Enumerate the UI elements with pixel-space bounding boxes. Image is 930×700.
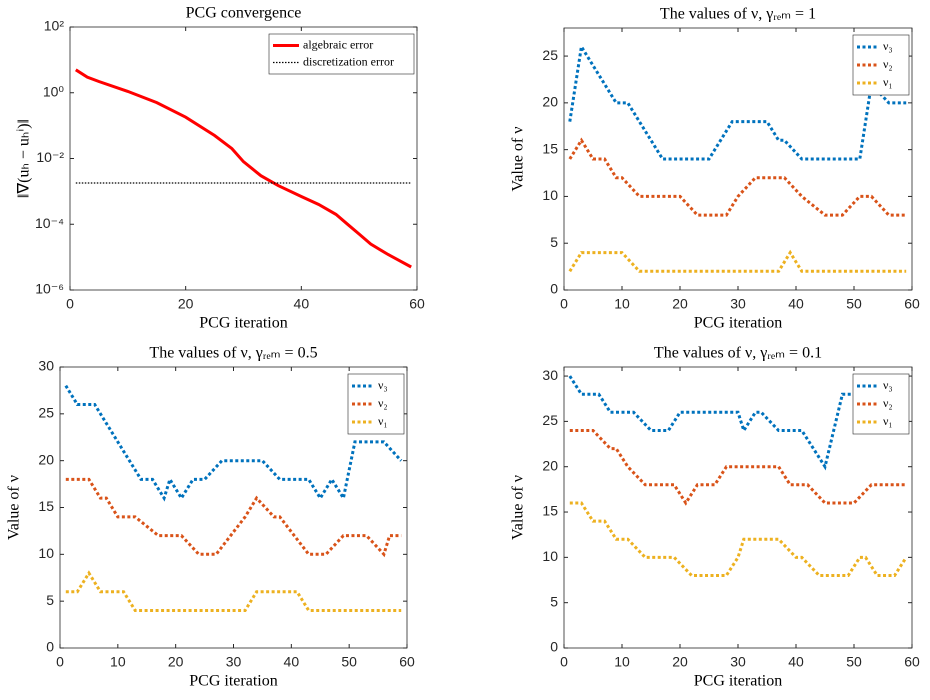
series-line — [568, 137, 907, 217]
y-tick-label: 25 — [542, 47, 558, 63]
y-axis-label: Value of ν — [6, 475, 23, 540]
x-tick-label: 0 — [56, 654, 64, 670]
y-tick-label: 10⁻⁶ — [35, 281, 64, 297]
y-tick-label: 15 — [38, 498, 54, 514]
y-tick-label: 0 — [46, 639, 54, 655]
y-tick-label: 5 — [46, 592, 54, 608]
y-tick-label: 5 — [550, 234, 558, 250]
y-tick-label: 25 — [38, 405, 54, 421]
y-tick-label: 25 — [542, 412, 558, 428]
series-line — [65, 570, 402, 612]
y-tick-label: 10 — [542, 548, 558, 564]
x-tick-label: 40 — [788, 296, 804, 312]
series-line — [74, 68, 412, 269]
x-tick-label: 20 — [178, 296, 194, 312]
x-tick-label: 50 — [846, 296, 862, 312]
y-axis-label: Value of ν — [510, 127, 527, 192]
x-tick-label: 10 — [614, 654, 630, 670]
y-tick-label: 10² — [44, 18, 65, 34]
x-tick-label: 60 — [904, 296, 920, 312]
x-tick-label: 0 — [560, 654, 568, 670]
legend-label: ν₃ — [378, 378, 388, 392]
x-tick-label: 50 — [341, 654, 357, 670]
y-tick-label: 20 — [542, 94, 558, 110]
x-tick-label: 20 — [672, 654, 688, 670]
series-line — [64, 384, 403, 503]
x-tick-label: 0 — [560, 296, 568, 312]
series-line — [569, 429, 907, 506]
chart-title: The values of ν, γᵣₑₘ = 1 — [660, 6, 816, 23]
legend-box — [852, 373, 910, 435]
legend-label: discretization error — [303, 54, 394, 68]
legend-box — [268, 33, 415, 75]
x-tick-label: 60 — [399, 654, 415, 670]
x-tick-label: 10 — [614, 296, 630, 312]
x-tick-label: 30 — [730, 296, 746, 312]
x-axis-label: PCG iteration — [694, 315, 782, 332]
y-tick-label: 20 — [38, 451, 54, 467]
x-tick-label: 40 — [294, 296, 310, 312]
y-tick-label: 0 — [550, 639, 558, 655]
y-tick-label: 5 — [550, 593, 558, 609]
legend-label: ν₃ — [883, 39, 893, 53]
x-tick-label: 30 — [730, 654, 746, 670]
x-tick-label: 40 — [788, 654, 804, 670]
x-tick-label: 30 — [226, 654, 242, 670]
legend-label: algebraic error — [303, 37, 373, 51]
y-tick-label: 10 — [542, 187, 558, 203]
y-axis-label: ‖∇(uₕ − uₕⁱ)‖ — [16, 119, 33, 198]
y-axis-label: Value of ν — [510, 475, 527, 540]
chart-title: The values of ν, γᵣₑₘ = 0.1 — [654, 345, 822, 362]
x-tick-label: 60 — [904, 654, 920, 670]
x-tick-label: 10 — [110, 654, 126, 670]
x-tick-label: 20 — [168, 654, 184, 670]
series-line — [65, 477, 402, 558]
chart-title: PCG convergence — [186, 5, 302, 22]
y-tick-label: 0 — [550, 281, 558, 297]
y-tick-label: 10⁻⁴ — [35, 215, 64, 231]
legend-label: ν₂ — [883, 57, 893, 71]
y-tick-label: 15 — [542, 140, 558, 156]
legend-label: ν₁ — [378, 414, 388, 428]
legend-label: ν₁ — [883, 414, 893, 428]
x-tick-label: 50 — [846, 654, 862, 670]
series-line — [568, 249, 907, 273]
legend-box — [852, 34, 910, 96]
series-line — [569, 501, 908, 577]
y-tick-label: 15 — [542, 503, 558, 519]
chart-title: The values of ν, γᵣₑₘ = 0.5 — [149, 345, 317, 362]
x-tick-label: 40 — [284, 654, 300, 670]
x-tick-label: 0 — [66, 296, 74, 312]
y-tick-label: 30 — [542, 367, 558, 383]
x-axis-label: PCG iteration — [199, 315, 287, 332]
y-tick-label: 30 — [38, 358, 54, 374]
x-axis-label: PCG iteration — [189, 673, 277, 690]
y-tick-label: 10 — [38, 545, 54, 561]
y-tick-label: 10⁰ — [43, 83, 65, 99]
legend-box — [347, 373, 405, 435]
legend-label: ν₂ — [883, 396, 893, 410]
x-tick-label: 60 — [409, 296, 425, 312]
legend-label: ν₃ — [883, 378, 893, 392]
legend-label: ν₁ — [883, 75, 893, 89]
x-axis-label: PCG iteration — [694, 673, 782, 690]
y-tick-label: 20 — [542, 457, 558, 473]
y-tick-label: 10⁻² — [36, 149, 64, 165]
x-tick-label: 20 — [672, 296, 688, 312]
series-line — [568, 42, 907, 161]
legend-label: ν₂ — [378, 396, 388, 410]
